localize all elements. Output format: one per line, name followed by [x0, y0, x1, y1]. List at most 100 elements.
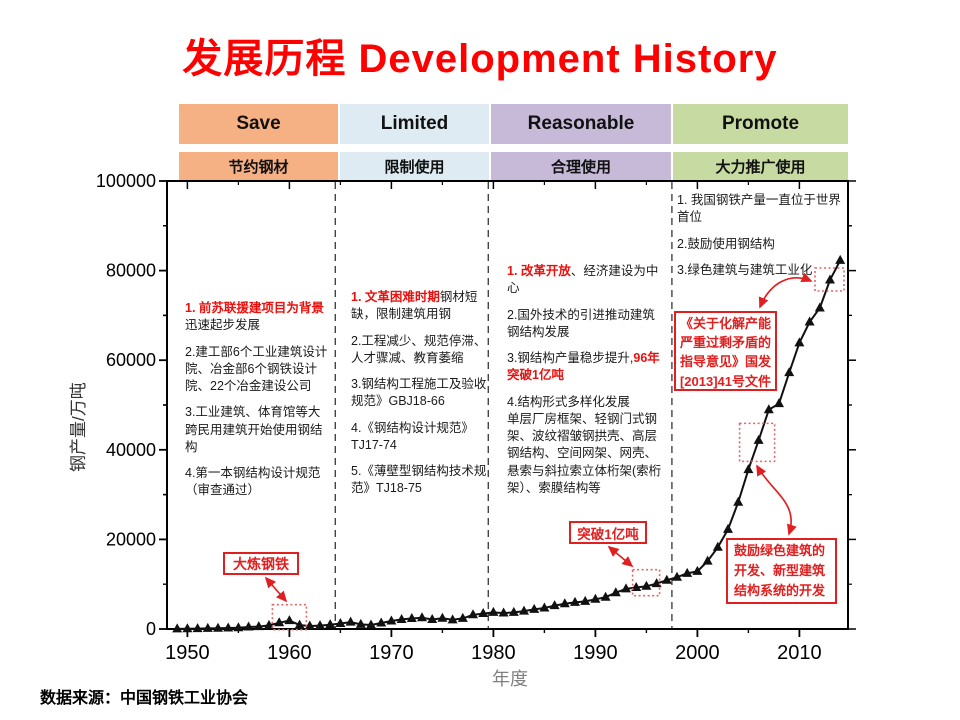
data-source: 数据来源：中国钢铁工业协会	[40, 690, 249, 707]
data-point	[447, 614, 458, 624]
note-item: 1. 前苏联援建项目为背景迅速起步发展	[185, 301, 324, 333]
y-tick-label: 60000	[106, 350, 156, 370]
y-axis-title: 钢产量/万吨	[69, 382, 88, 472]
data-point	[774, 398, 784, 408]
y-tick-label: 0	[146, 619, 156, 639]
data-point	[304, 620, 315, 630]
notes-period-reasonable: 1. 改革开放、经济建设为中心 2.国外技术的引进推动建筑钢结构发展 3.钢结构产量…	[507, 263, 663, 506]
arrow-break-100m	[607, 545, 634, 568]
data-point	[529, 603, 540, 613]
data-point	[580, 595, 591, 605]
x-tick-label: 1970	[369, 642, 414, 664]
data-point	[498, 607, 509, 617]
data-point	[274, 617, 285, 627]
data-point	[723, 523, 733, 533]
note-item: 3.钢结构产量稳步提升,96年突破1亿吨	[507, 351, 660, 383]
data-point	[457, 612, 468, 622]
callout-policy-2013: 《关于化解产能严重过剩矛盾的指导意见》国发[2013]41号文件	[674, 311, 777, 391]
data-point	[692, 565, 703, 575]
arrow-policy-2013	[758, 272, 813, 309]
data-point	[600, 591, 611, 601]
data-point	[284, 615, 295, 625]
data-point	[672, 571, 682, 581]
data-point	[753, 434, 764, 444]
x-tick-label: 2000	[675, 642, 720, 664]
note-item: 1. 文革困难时期钢材短缺，限制建筑用钢	[351, 290, 478, 322]
y-tick-label: 40000	[106, 440, 156, 460]
data-point	[519, 605, 529, 615]
data-point	[264, 619, 274, 629]
note-item: 3.钢结构工程施工及验收规范》GBJ18-66	[351, 377, 487, 409]
arrow-great-leap	[264, 576, 288, 603]
highlight-box-2013	[814, 267, 845, 292]
period-band-reasonable-row2: 合理使用	[491, 152, 671, 180]
data-point	[631, 582, 642, 592]
data-point	[213, 622, 223, 632]
note-item: 2.国外技术的引进推动建筑钢结构发展	[507, 307, 655, 339]
data-point	[661, 574, 672, 584]
page-title-zh: 发展历程	[182, 37, 347, 81]
data-point	[427, 614, 438, 624]
data-point	[406, 613, 417, 623]
data-point	[294, 619, 305, 629]
data-point	[437, 612, 448, 622]
x-tick-label: 1950	[165, 642, 210, 664]
period-band-promote-row1: Promote	[673, 104, 848, 144]
data-point	[733, 496, 744, 506]
data-point	[376, 617, 387, 627]
notes-period-save: 1. 前苏联援建项目为背景迅速起步发展 2.建工部6个工业建筑设计院、冶金部6个钢…	[185, 300, 332, 509]
note-item: 1. 改革开放、经济建设为中心	[507, 264, 659, 296]
data-point	[682, 567, 693, 577]
data-point	[243, 621, 254, 631]
data-point	[763, 404, 774, 414]
callout-great-leap: 大炼钢铁	[223, 552, 299, 575]
highlight-box-2006	[738, 422, 776, 463]
callout-break-100m-tons: 突破1亿吨	[569, 521, 647, 544]
data-point	[835, 254, 846, 264]
data-point	[325, 619, 336, 629]
data-point	[478, 608, 489, 618]
arrow-green-building	[756, 464, 797, 536]
y-tick-label: 80000	[106, 261, 156, 281]
note-item: 1. 我国钢铁产量一直位于世界首位	[677, 193, 841, 225]
data-point	[223, 622, 234, 632]
data-point	[182, 623, 193, 633]
note-item: 4.《钢结构设计规范》TJ17-74	[351, 420, 474, 452]
data-point	[172, 623, 183, 633]
period-band-limited-row2: 限制使用	[340, 152, 489, 180]
data-point	[712, 541, 723, 551]
y-tick-label: 100000	[96, 171, 156, 191]
data-point	[641, 580, 652, 590]
note-item: 2.鼓励使用钢结构	[677, 236, 775, 251]
data-point	[355, 618, 366, 628]
data-point	[253, 621, 264, 631]
note-item: 4.结构形式多样化发展 单层厂房框架、轻钢门式钢架、波纹褶皱钢拱壳、高层钢结构、…	[507, 394, 662, 495]
period-band-reasonable-row1: Reasonable	[491, 104, 671, 144]
x-tick-label: 2010	[777, 642, 822, 664]
data-point	[570, 596, 580, 606]
data-point	[233, 622, 244, 632]
data-point	[366, 619, 376, 629]
data-point	[192, 623, 203, 633]
data-point	[743, 464, 754, 474]
data-point	[621, 583, 631, 593]
data-point	[488, 606, 499, 616]
x-axis-title: 年度	[492, 669, 528, 689]
highlight-box-1996	[631, 568, 661, 597]
data-point	[386, 615, 397, 625]
data-point	[335, 618, 346, 628]
y-tick-label: 20000	[106, 529, 156, 549]
period-band-save-row1: Save	[179, 104, 338, 144]
data-point	[590, 593, 601, 603]
page-title-en: Development History	[358, 37, 778, 81]
data-point	[396, 613, 407, 623]
data-point	[539, 602, 550, 612]
data-point	[315, 620, 325, 630]
period-band-promote-row2: 大力推广使用	[673, 152, 848, 180]
period-band-save-row2: 节约钢材	[179, 152, 338, 180]
note-item: 4.第一本钢结构设计规范（审查通过）	[185, 466, 321, 498]
data-point	[825, 274, 835, 284]
note-item: 2.建工部6个工业建筑设计院、冶金部6个钢铁设计院、22个冶金建设公司	[185, 344, 328, 394]
data-point	[794, 337, 805, 347]
